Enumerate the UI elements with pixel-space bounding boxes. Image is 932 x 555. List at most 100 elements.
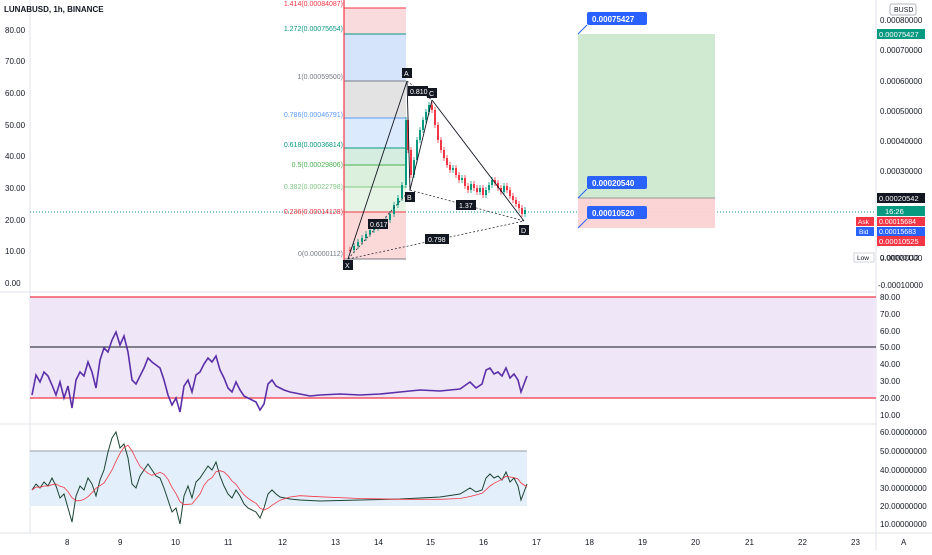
price-axis-label: 0.00050000 — [880, 107, 923, 116]
price-axis-label: 0.00000000 — [880, 254, 923, 263]
candle-body — [461, 178, 463, 180]
candle-body — [413, 160, 415, 175]
candle-body — [482, 188, 484, 195]
rsi-pane[interactable]: 80.00 70.00 60.00 50.00 40.00 30.00 20.0… — [30, 293, 901, 420]
candle-body — [446, 158, 448, 165]
candle-body — [521, 208, 523, 214]
candle-body — [506, 186, 508, 190]
long-position-tool[interactable]: 0.00075427 0.00020540 0.00010520 — [577, 12, 715, 229]
fib-retracement[interactable]: 1.414(0.00084087) 1.272(0.00075654) 1(0.… — [284, 0, 406, 260]
candle-body — [428, 105, 430, 112]
price-axis-label: -0.00010000 — [878, 281, 923, 290]
time-label: 15 — [426, 538, 435, 547]
candle-body — [443, 150, 445, 158]
candle-body — [449, 165, 451, 170]
candle-body — [419, 130, 421, 140]
time-label: 10 — [171, 538, 180, 547]
last-price-badge: 0.00020542 — [879, 194, 919, 203]
candle-body — [509, 190, 511, 196]
candle-body — [440, 140, 442, 150]
fib-level-label: 0.786(0.00046791) — [284, 112, 343, 119]
left-axis-label: 30.00 — [5, 184, 26, 193]
fib-level-label: 0.618(0.00036814) — [284, 142, 343, 149]
candle-body — [518, 204, 520, 208]
countdown-badge: 16:26 — [885, 207, 904, 216]
candle-body — [410, 150, 412, 175]
rsi-axis-label: 30.00 — [880, 377, 901, 386]
bid-label: Bid — [859, 229, 869, 236]
time-label: 21 — [745, 538, 754, 547]
candle-body — [476, 188, 478, 192]
rsi-axis-label: 80.00 — [880, 293, 901, 302]
candle-body — [494, 180, 496, 183]
fib-level-label: 1.414(0.00084087) — [284, 1, 343, 8]
candle-body — [361, 238, 363, 242]
candle-body — [422, 120, 424, 130]
stop-tag: 0.00010520 — [592, 209, 635, 218]
price-axis-label: 0.00040000 — [880, 137, 923, 146]
candle-body — [479, 188, 481, 192]
left-axis-label: 10.00 — [5, 247, 26, 256]
rsi-axis-label: 60.00 — [880, 327, 901, 336]
left-price-axis: 80.00 70.00 60.00 50.00 40.00 30.00 20.0… — [5, 26, 26, 288]
candle-body — [473, 184, 475, 188]
cd-ratio: 1.37 — [459, 203, 473, 210]
bid-price: 0.00015683 — [879, 229, 916, 236]
candle-body — [467, 186, 469, 190]
price-candles[interactable] — [349, 102, 526, 253]
rsi-axis-label: 10.00 — [880, 411, 901, 420]
fib-level-label: 1(0.00059500) — [297, 74, 343, 81]
candle-body — [431, 105, 433, 110]
left-axis-label: 70.00 — [5, 57, 26, 66]
candle-body — [425, 112, 427, 120]
candle-body — [503, 186, 505, 192]
candle-body — [458, 175, 460, 180]
target-price-badge: 0.00075427 — [879, 30, 919, 39]
auto-scale-button[interactable]: A — [901, 538, 907, 547]
oscillator-pane[interactable]: 60.00000000 50.00000000 40.00000000 30.0… — [30, 428, 927, 529]
time-label: 20 — [691, 538, 700, 547]
ask-price: 0.00015684 — [879, 219, 916, 226]
osc-axis-label: 10.00000000 — [880, 520, 927, 529]
candle-body — [357, 242, 359, 246]
price-axis-label: 0.00030000 — [880, 167, 923, 176]
candle-body — [485, 190, 487, 195]
candle-body — [470, 184, 472, 190]
time-label: 17 — [532, 538, 541, 547]
candle-body — [369, 230, 371, 234]
candle-body — [491, 180, 493, 185]
ask-label: Ask — [858, 219, 870, 226]
ab-ratio: 0.617 — [370, 222, 388, 229]
candle-body — [512, 196, 514, 200]
point-d: D — [521, 228, 526, 235]
left-axis-label: 0.00 — [5, 279, 21, 288]
right-price-axis[interactable]: 0.00080000 0.00070000 0.00060000 0.00050… — [878, 16, 923, 290]
currency-badge[interactable]: BUSD — [894, 7, 913, 14]
time-axis[interactable]: 8 9 10 11 12 13 14 15 16 17 18 19 20 21 … — [65, 538, 907, 547]
candle-body — [437, 125, 439, 140]
time-label: 8 — [65, 538, 70, 547]
symbol-title[interactable]: LUNABUSD, 1h, BINANCE — [4, 5, 104, 14]
candle-body — [389, 214, 391, 220]
time-label: 12 — [278, 538, 287, 547]
fib-level-label: 0.236(0.00014128) — [284, 209, 343, 216]
left-axis-label: 20.00 — [5, 216, 26, 225]
osc-axis-label: 50.00000000 — [880, 447, 927, 456]
xd-ratio: 0.798 — [428, 237, 446, 244]
fib-level-label: 1.272(0.00075654) — [284, 26, 343, 33]
entry-tag: 0.00020540 — [592, 179, 635, 188]
candle-body — [416, 140, 418, 160]
time-label: 9 — [118, 538, 123, 547]
osc-axis-label: 30.00000000 — [880, 484, 927, 493]
rsi-axis-label: 40.00 — [880, 360, 901, 369]
price-axis-label: 0.00060000 — [880, 77, 923, 86]
time-label: 14 — [374, 538, 383, 547]
harmonic-pattern[interactable]: X A B C D 0.617 0.810 1.37 0.798 — [343, 68, 529, 270]
price-axis-label: 0.00070000 — [880, 46, 923, 55]
candle-body — [405, 120, 407, 185]
candle-body — [515, 200, 517, 204]
left-axis-label: 60.00 — [5, 89, 26, 98]
time-label: 18 — [585, 538, 594, 547]
fib-level-label: 0(0.00000112) — [298, 251, 343, 258]
